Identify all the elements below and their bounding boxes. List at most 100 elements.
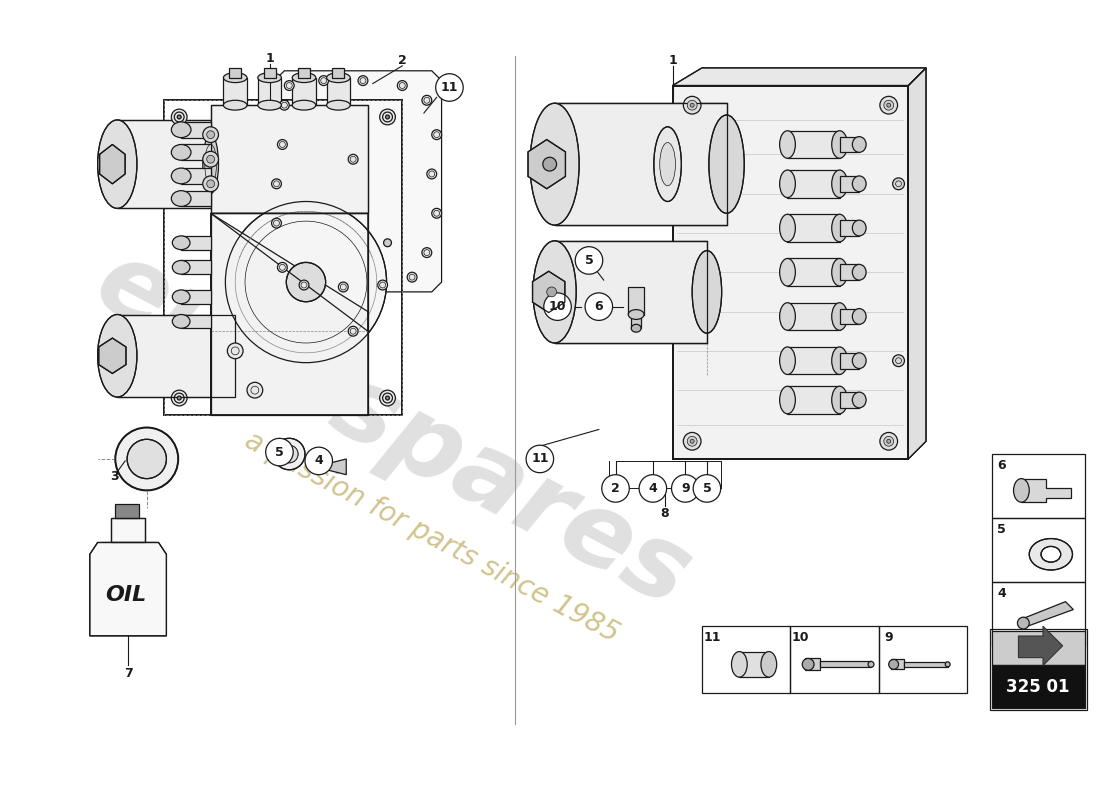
Ellipse shape	[173, 314, 190, 328]
Bar	[990, 629, 1087, 710]
Text: 4: 4	[315, 454, 323, 467]
Text: 5: 5	[703, 482, 712, 495]
Circle shape	[272, 179, 282, 189]
Circle shape	[277, 262, 287, 272]
Text: 1: 1	[668, 54, 676, 67]
Ellipse shape	[1041, 546, 1060, 562]
Polygon shape	[788, 258, 839, 286]
Circle shape	[690, 439, 694, 443]
Circle shape	[274, 438, 305, 470]
Circle shape	[277, 139, 287, 150]
Polygon shape	[210, 214, 367, 414]
Ellipse shape	[207, 180, 215, 188]
Ellipse shape	[852, 309, 866, 324]
Ellipse shape	[173, 236, 190, 250]
Circle shape	[585, 293, 613, 321]
Bar	[702, 626, 791, 693]
Circle shape	[436, 74, 463, 102]
Circle shape	[397, 81, 407, 90]
Ellipse shape	[780, 170, 795, 198]
Polygon shape	[210, 105, 367, 214]
Circle shape	[377, 280, 387, 290]
Circle shape	[639, 474, 667, 502]
Text: 9: 9	[884, 631, 893, 644]
Ellipse shape	[868, 662, 875, 667]
Ellipse shape	[832, 302, 847, 330]
Circle shape	[688, 100, 697, 110]
Circle shape	[379, 390, 395, 406]
Bar	[116, 504, 139, 518]
Circle shape	[880, 96, 898, 114]
Polygon shape	[182, 314, 210, 328]
Polygon shape	[788, 130, 839, 158]
Text: 5: 5	[998, 523, 1006, 536]
Text: a passion for parts since 1985: a passion for parts since 1985	[240, 426, 624, 649]
Ellipse shape	[692, 250, 722, 333]
Ellipse shape	[780, 214, 795, 242]
Ellipse shape	[802, 658, 814, 670]
Text: 11: 11	[531, 453, 549, 466]
Ellipse shape	[534, 241, 576, 343]
Polygon shape	[631, 314, 641, 328]
Circle shape	[407, 272, 417, 282]
Text: 2: 2	[612, 482, 620, 495]
Polygon shape	[327, 78, 350, 105]
Ellipse shape	[293, 73, 316, 82]
Bar	[791, 626, 879, 693]
Circle shape	[575, 246, 603, 274]
Ellipse shape	[631, 324, 641, 332]
Circle shape	[128, 439, 166, 478]
Ellipse shape	[832, 130, 847, 158]
Text: 10: 10	[549, 300, 566, 313]
Ellipse shape	[327, 100, 350, 110]
Circle shape	[226, 202, 386, 362]
Ellipse shape	[832, 258, 847, 286]
Polygon shape	[327, 459, 346, 474]
Polygon shape	[298, 68, 310, 78]
Polygon shape	[788, 302, 839, 330]
Ellipse shape	[780, 130, 795, 158]
Polygon shape	[118, 314, 235, 397]
Polygon shape	[891, 659, 904, 670]
Bar	[879, 626, 967, 693]
Text: OIL: OIL	[106, 585, 146, 605]
Ellipse shape	[780, 302, 795, 330]
Polygon shape	[182, 261, 210, 274]
Circle shape	[386, 396, 389, 400]
Ellipse shape	[832, 170, 847, 198]
Polygon shape	[839, 220, 859, 236]
Ellipse shape	[660, 142, 675, 186]
Circle shape	[248, 382, 263, 398]
Circle shape	[319, 76, 329, 86]
Polygon shape	[805, 658, 820, 670]
Ellipse shape	[202, 176, 219, 192]
Polygon shape	[118, 120, 210, 208]
Polygon shape	[839, 176, 859, 192]
Text: 7: 7	[123, 666, 132, 680]
Ellipse shape	[257, 100, 282, 110]
Circle shape	[177, 115, 182, 119]
Polygon shape	[628, 287, 643, 314]
Circle shape	[349, 326, 359, 336]
Text: 11: 11	[441, 81, 459, 94]
Polygon shape	[839, 264, 859, 280]
Ellipse shape	[852, 220, 866, 236]
Polygon shape	[223, 78, 248, 105]
Circle shape	[280, 446, 298, 463]
Ellipse shape	[223, 100, 248, 110]
Ellipse shape	[945, 662, 950, 667]
Text: 8: 8	[660, 506, 669, 519]
Ellipse shape	[223, 73, 248, 82]
Text: 3: 3	[110, 470, 119, 483]
Circle shape	[432, 208, 441, 218]
Ellipse shape	[172, 145, 191, 160]
Ellipse shape	[852, 353, 866, 369]
Circle shape	[172, 390, 187, 406]
Circle shape	[526, 446, 553, 473]
Ellipse shape	[780, 258, 795, 286]
Polygon shape	[145, 542, 155, 550]
Circle shape	[422, 248, 432, 258]
Circle shape	[379, 109, 395, 125]
Bar	[992, 518, 1086, 582]
Circle shape	[286, 262, 326, 302]
